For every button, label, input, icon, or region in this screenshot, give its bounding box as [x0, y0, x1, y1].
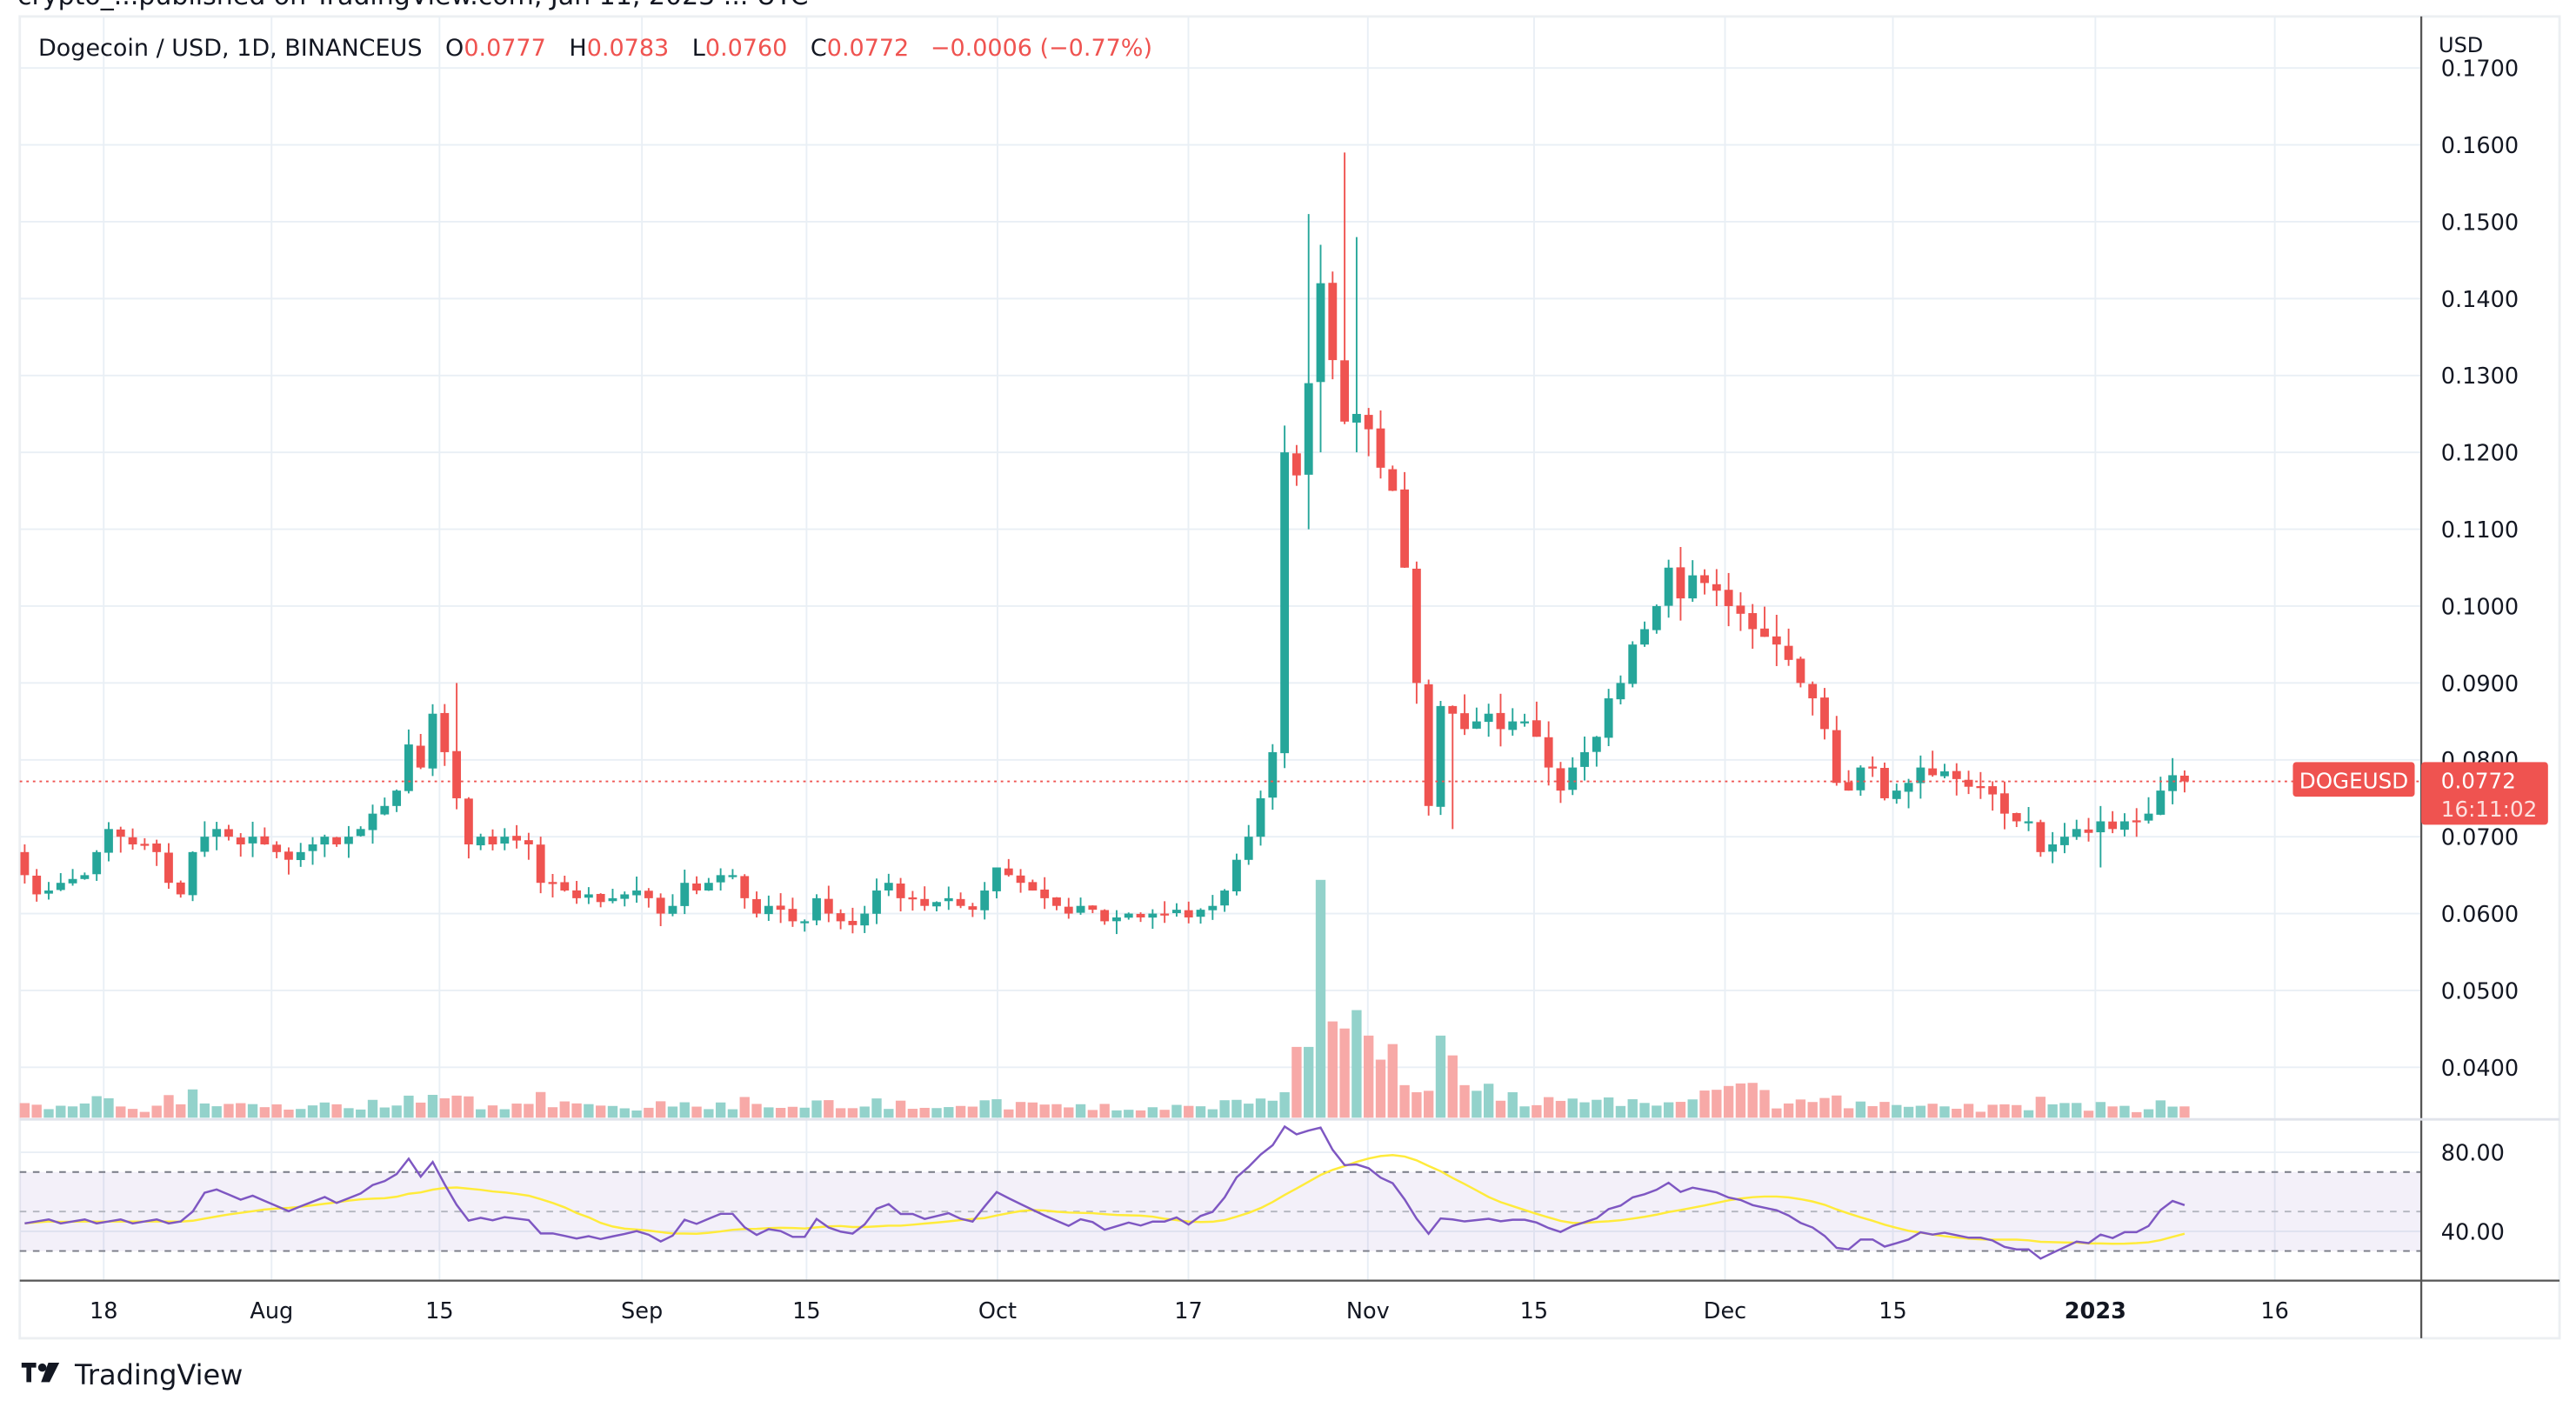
high-value: 0.0783: [586, 35, 670, 62]
time-tick: 15: [1879, 1298, 1907, 1324]
time-tick: Oct: [978, 1298, 1017, 1324]
rsi-ma-line: [24, 1154, 2186, 1245]
symbol-legend[interactable]: Dogecoin / USD, 1D, BINANCEUS O0.0777 H0…: [38, 35, 1152, 62]
price-tick: 0.0600: [2441, 902, 2519, 928]
price-tick: 0.1600: [2441, 133, 2519, 159]
low-value: 0.0760: [704, 35, 788, 62]
price-tick: 0.1400: [2441, 287, 2519, 313]
price-tick: 0.0900: [2441, 671, 2519, 697]
price-tick: 0.1500: [2441, 210, 2519, 236]
currency-label: USD: [2439, 33, 2484, 57]
time-tick: 2023: [2065, 1298, 2126, 1324]
price-tick: 0.1300: [2441, 364, 2519, 390]
tradingview-logo-icon: [21, 1363, 60, 1383]
price-axis[interactable]: 0.1700 0.1600 0.1500 0.1400 0.1300 0.1200 0.11…: [2441, 57, 2519, 1082]
change-value: −0.0006 (−0.77%): [930, 35, 1152, 62]
price-tick: 0.1200: [2441, 441, 2519, 467]
price-tick: 0.1100: [2441, 517, 2519, 544]
open-label: O: [445, 35, 464, 62]
time-tick: 16: [2260, 1298, 2289, 1324]
time-tick: Aug: [250, 1298, 293, 1324]
time-tick: 18: [90, 1298, 118, 1324]
candlestick-series[interactable]: [20, 152, 2189, 935]
time-tick: Nov: [1346, 1298, 1390, 1324]
low-label: L: [691, 35, 705, 62]
tradingview-logo[interactable]: TradingView: [21, 1358, 243, 1391]
symbol-title: Dogecoin / USD, 1D, BINANCEUS: [38, 35, 423, 62]
price-tick: 0.1700: [2441, 57, 2519, 83]
time-axis[interactable]: 18 Aug 15 Sep 15 Oct 17 Nov 15 Dec 15 2023 16: [90, 1298, 2289, 1324]
symbol-tag-bg: [2292, 762, 2415, 797]
price-badge-bg: [2421, 762, 2548, 825]
grid-lines: [19, 16, 2422, 1281]
rsi-tick: 80.00: [2441, 1140, 2505, 1166]
close-label: C: [810, 35, 827, 62]
price-tick: 0.0500: [2441, 978, 2519, 1004]
volume-bars: [19, 879, 2190, 1118]
symbol-tag: DOGEUSD: [2299, 769, 2408, 794]
rsi-axis: 80.00 40.00: [2441, 1140, 2505, 1245]
price-tick: 0.1000: [2441, 594, 2519, 620]
last-price-badge: DOGEUSD 0.0772 16:11:02: [2292, 762, 2548, 825]
time-tick: 17: [1174, 1298, 1203, 1324]
price-tick: 0.0700: [2441, 825, 2519, 851]
last-price-value: 0.0772: [2441, 769, 2516, 794]
close-value: 0.0772: [826, 35, 910, 62]
time-tick: 15: [792, 1298, 821, 1324]
time-tick: Sep: [621, 1298, 663, 1324]
rsi-line: [24, 1124, 2186, 1260]
tradingview-logo-text: TradingView: [75, 1358, 244, 1391]
rsi-tick: 40.00: [2441, 1219, 2505, 1245]
publisher-line: crypto_...published on TradingView.com, …: [17, 0, 808, 11]
high-label: H: [569, 35, 587, 62]
chart-frame: [18, 15, 2561, 1340]
time-tick: Dec: [1704, 1298, 1746, 1324]
bar-countdown: 16:11:02: [2441, 797, 2537, 822]
price-tick: 0.0400: [2441, 1056, 2519, 1082]
open-value: 0.0777: [464, 35, 546, 62]
time-tick: 15: [1520, 1298, 1549, 1324]
time-tick: 15: [425, 1298, 454, 1324]
rsi-pane[interactable]: [19, 1124, 2422, 1260]
